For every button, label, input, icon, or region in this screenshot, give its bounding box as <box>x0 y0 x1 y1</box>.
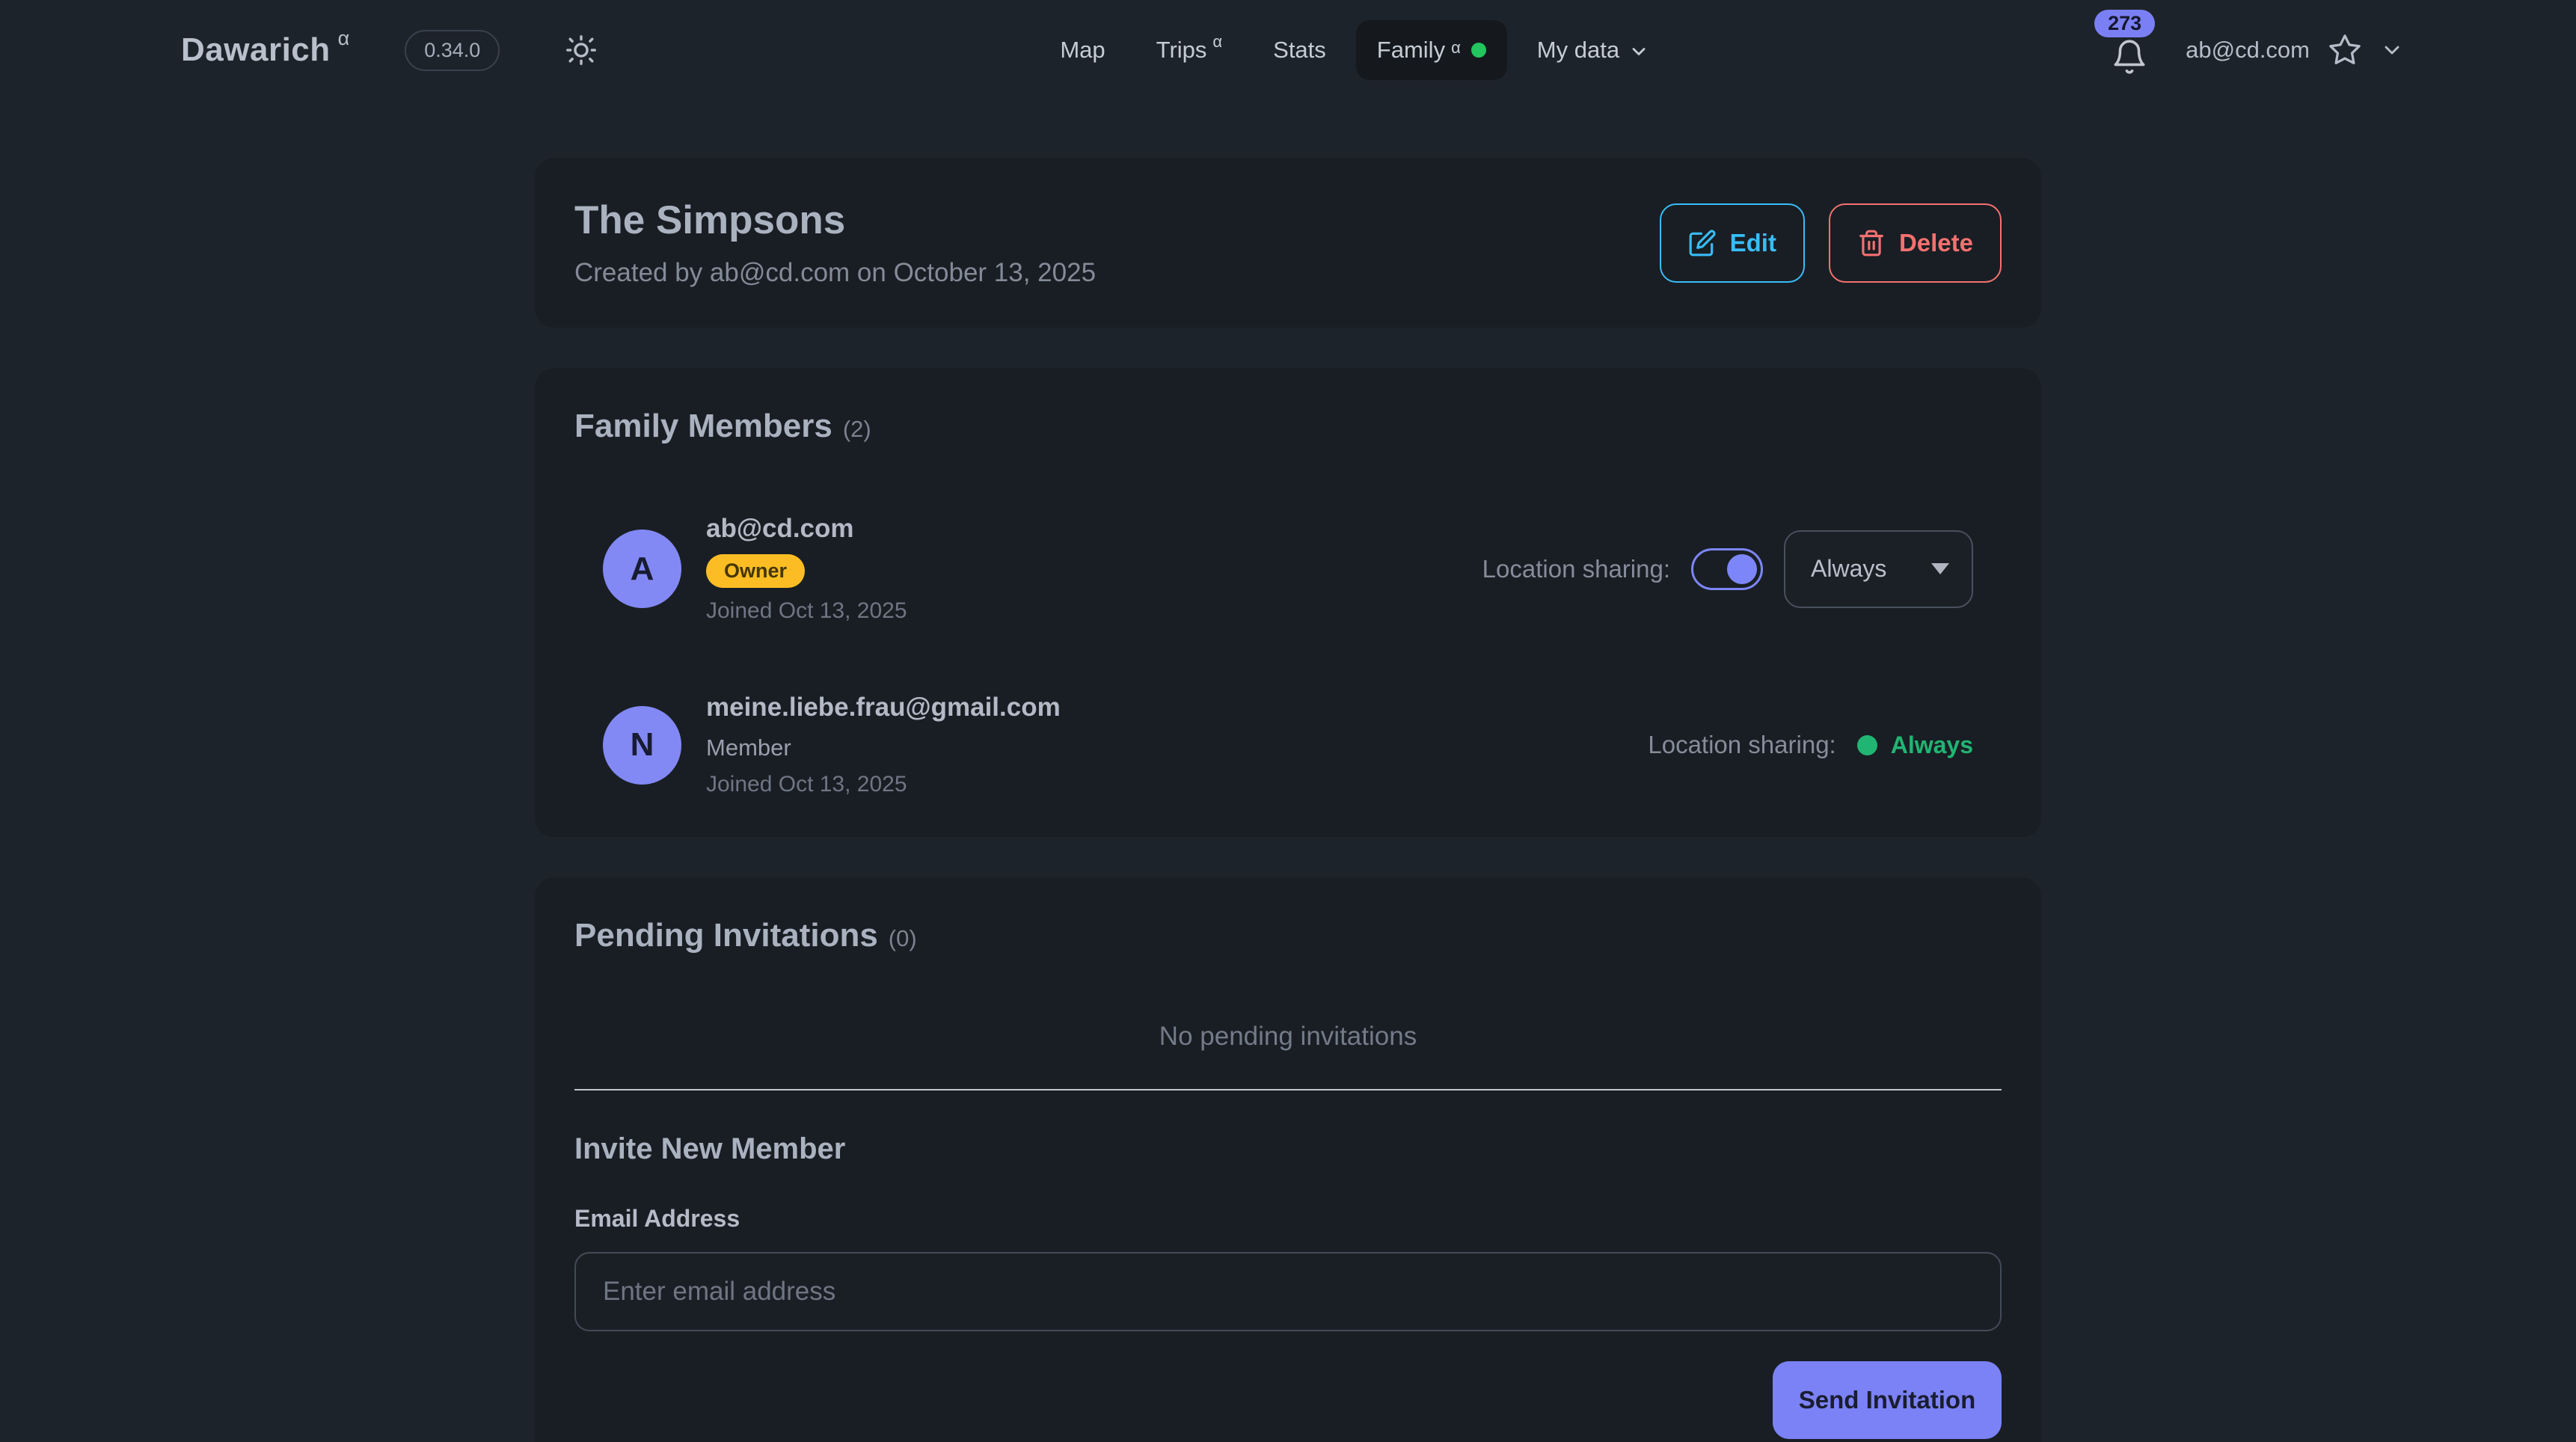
sharing-status-dot <box>1856 734 1877 755</box>
member-joined-date: Joined Oct 13, 2025 <box>706 598 907 623</box>
notifications-count-badge: 273 <box>2094 10 2156 37</box>
delete-button[interactable]: Delete <box>1828 203 2002 283</box>
user-email: ab@cd.com <box>2186 37 2310 63</box>
nav-item-trips[interactable]: Trips α <box>1135 20 1243 80</box>
submit-row: Send Invitation <box>574 1361 2002 1439</box>
nav-item-stats-label: Stats <box>1273 37 1326 63</box>
family-header-card: The Simpsons Created by ab@cd.com on Oct… <box>535 158 2041 328</box>
main-nav: Map Trips α Stats Family α My data <box>598 20 2111 80</box>
member-row-member: N meine.liebe.frau@gmail.com Member Join… <box>574 693 2002 797</box>
members-count: (2) <box>842 416 871 442</box>
nav-item-my-data-label: My data <box>1536 37 1620 63</box>
member-info: meine.liebe.frau@gmail.com Member Joined… <box>706 693 1061 797</box>
email-input[interactable] <box>574 1252 2002 1331</box>
nav-item-family-alpha-sup: α <box>1451 38 1461 57</box>
user-menu-chevron-icon[interactable] <box>2380 38 2404 62</box>
email-address-label: Email Address <box>574 1205 740 1232</box>
members-heading: Family Members (2) <box>574 408 2002 445</box>
theme-sun-icon[interactable] <box>564 33 598 67</box>
chevron-down-icon <box>1632 48 1646 55</box>
nav-item-map-label: Map <box>1060 37 1105 63</box>
toggle-knob <box>1727 553 1757 584</box>
section-divider <box>574 1089 2002 1090</box>
brand-alpha-sup: α <box>337 27 350 49</box>
members-heading-label: Family Members <box>574 408 832 444</box>
avatar: N <box>603 705 681 785</box>
member-email: ab@cd.com <box>706 514 854 543</box>
location-sharing-label: Location sharing: <box>1482 554 1670 583</box>
nav-item-map[interactable]: Map <box>1039 20 1126 80</box>
member-joined-date: Joined Oct 13, 2025 <box>706 772 907 797</box>
navbar-right: 273 ab@cd.com <box>2094 10 2404 76</box>
location-sharing-label: Location sharing: <box>1648 731 1836 758</box>
page-content: The Simpsons Created by ab@cd.com on Oct… <box>535 158 2041 1442</box>
pending-count: (0) <box>888 925 917 951</box>
nav-item-stats[interactable]: Stats <box>1252 20 1347 80</box>
nav-item-family[interactable]: Family α <box>1355 20 1507 80</box>
navbar: Dawarich α 0.34.0 Map Trips α Stats Fami… <box>0 0 2576 100</box>
member-sharing-controls: Location sharing: Always <box>1482 530 1973 608</box>
nav-item-my-data[interactable]: My data <box>1516 20 1670 80</box>
edit-pencil-icon <box>1689 229 1716 256</box>
send-invitation-button[interactable]: Send Invitation <box>1773 1361 2002 1439</box>
pending-heading-label: Pending Invitations <box>574 917 878 954</box>
nav-item-trips-alpha-sup: α <box>1212 32 1223 51</box>
sharing-status: Always <box>1856 731 1973 759</box>
trash-icon <box>1859 230 1883 256</box>
member-info: ab@cd.com Owner Joined Oct 13, 2025 <box>706 514 907 624</box>
location-sharing-toggle[interactable] <box>1691 547 1763 590</box>
nav-item-family-label: Family <box>1376 37 1446 63</box>
edit-button[interactable]: Edit <box>1659 203 1805 283</box>
no-pending-invitations-text: No pending invitations <box>1159 1022 1417 1051</box>
pending-invitations-card: Pending Invitations (0) No pending invita… <box>535 877 2041 1442</box>
sharing-mode-select[interactable]: Always <box>1784 530 1973 608</box>
family-actions: Edit Delete <box>1659 203 2002 283</box>
owner-role-badge: Owner <box>706 554 806 588</box>
family-subtitle: Created by ab@cd.com on October 13, 2025 <box>574 258 1097 287</box>
pending-heading: Pending Invitations (0) <box>574 917 2002 954</box>
member-role: Member <box>706 734 791 761</box>
edit-button-label: Edit <box>1729 228 1776 257</box>
family-members-card: Family Members (2) A ab@cd.com Owner Join… <box>535 368 2041 837</box>
family-title: The Simpsons <box>574 198 846 242</box>
sharing-status-text: Always <box>1890 731 1973 758</box>
delete-button-label: Delete <box>1898 228 1973 257</box>
star-icon[interactable] <box>2328 33 2362 67</box>
select-caret-icon <box>1931 563 1949 574</box>
member-row-owner: A ab@cd.com Owner Joined Oct 13, 2025 Lo… <box>574 514 2002 624</box>
member-sharing-status: Location sharing: Always <box>1648 731 1973 759</box>
notifications-button[interactable]: 273 <box>2094 10 2156 76</box>
send-invitation-label: Send Invitation <box>1798 1386 1976 1414</box>
brand-label: Dawarich <box>181 31 331 68</box>
sharing-mode-selected-value: Always <box>1811 555 1887 582</box>
avatar: A <box>603 530 681 608</box>
member-email: meine.liebe.frau@gmail.com <box>706 693 1061 722</box>
invite-new-member-heading: Invite New Member <box>574 1132 846 1165</box>
bell-icon <box>2114 40 2145 74</box>
nav-item-trips-label: Trips <box>1156 37 1207 63</box>
family-header-text: The Simpsons Created by ab@cd.com on Oct… <box>574 197 1096 288</box>
version-badge: 0.34.0 <box>405 29 500 71</box>
family-online-dot <box>1471 43 1486 58</box>
brand[interactable]: Dawarich α <box>181 27 349 69</box>
